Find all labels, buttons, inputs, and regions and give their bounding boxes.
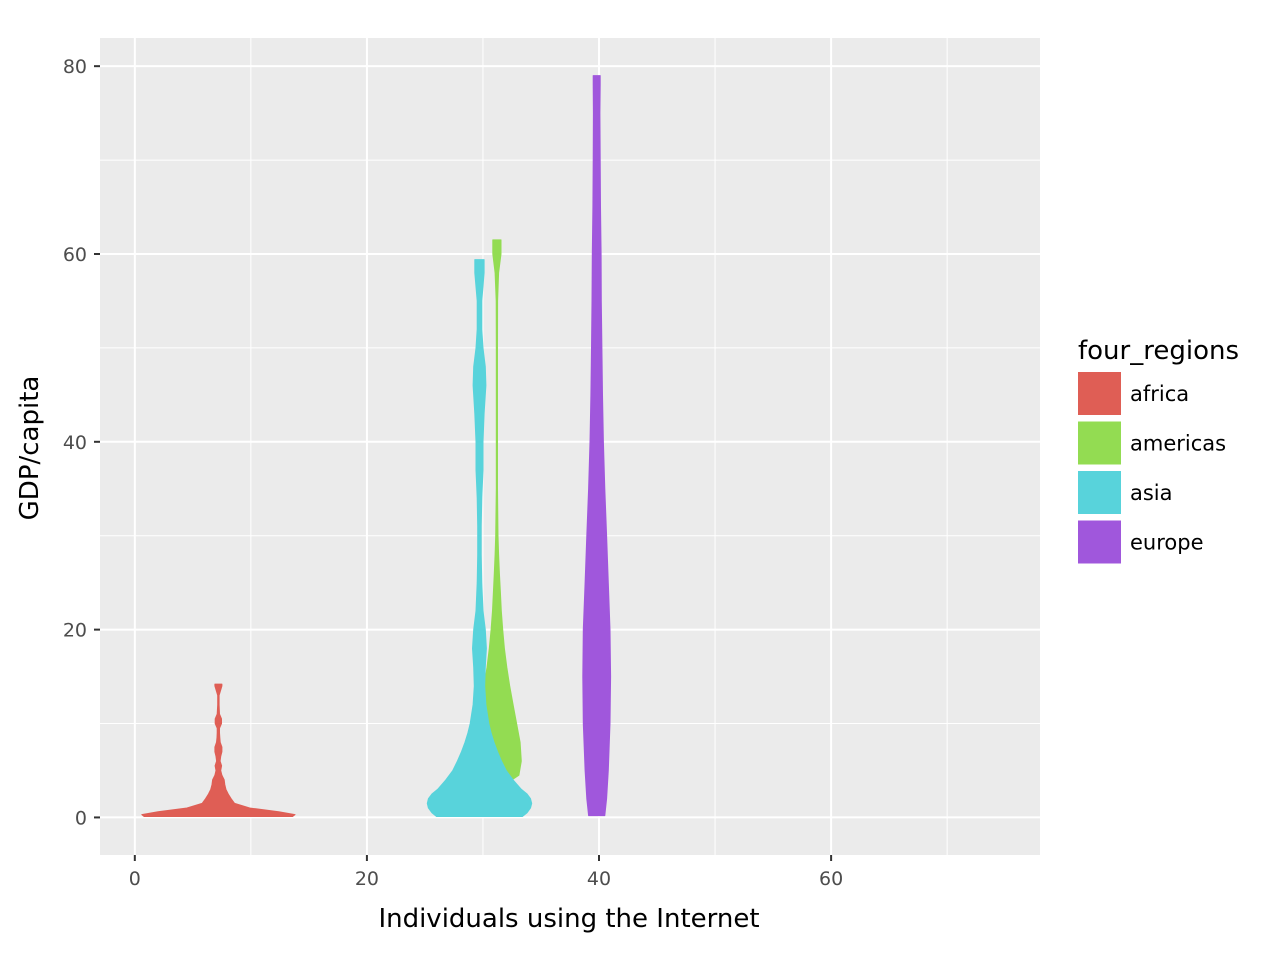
x-tick-label: 40 <box>587 868 611 890</box>
violin-africa <box>141 683 296 817</box>
panel-background <box>100 38 1040 855</box>
legend-label-europe: europe <box>1130 531 1204 555</box>
y-tick-label: 20 <box>63 620 87 642</box>
y-axis: 0 20 40 60 80 <box>63 56 100 829</box>
legend-key-asia <box>1078 471 1121 514</box>
legend-label-americas: americas <box>1130 432 1226 456</box>
legend-key-europe <box>1078 520 1121 564</box>
y-axis-title: GDP/capita <box>15 376 45 521</box>
y-tick-label: 0 <box>75 807 87 829</box>
violin-europe <box>582 75 612 817</box>
y-tick-label: 80 <box>63 56 87 78</box>
violin-asia <box>426 259 533 817</box>
x-axis: 0 20 40 60 <box>129 855 843 890</box>
x-tick-label: 20 <box>355 868 379 890</box>
violin-americas <box>472 239 522 786</box>
y-tick-label: 40 <box>63 432 87 454</box>
x-tick-label: 0 <box>129 868 141 890</box>
violins <box>141 75 612 817</box>
legend: four_regions africa americas asia europe <box>1078 336 1239 564</box>
y-tick-label: 60 <box>63 244 87 266</box>
legend-title: four_regions <box>1078 336 1239 366</box>
legend-key-africa <box>1078 372 1121 415</box>
x-axis-title: Individuals using the Internet <box>378 904 759 934</box>
legend-label-asia: asia <box>1130 481 1173 505</box>
x-tick-label: 60 <box>819 868 843 890</box>
legend-key-americas <box>1078 421 1121 465</box>
legend-label-africa: africa <box>1130 382 1189 406</box>
